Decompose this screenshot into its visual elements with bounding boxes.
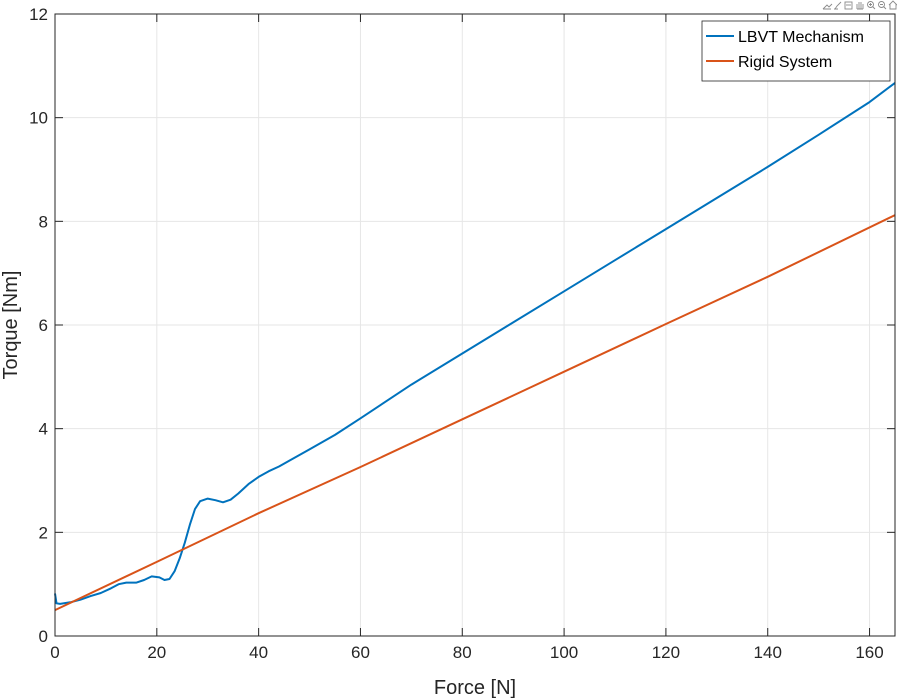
series-line-rigid-system <box>54 214 896 612</box>
x-axis-label: Force [N] <box>434 677 516 699</box>
x-tick-label: 100 <box>550 643 578 662</box>
y-tick-label: 8 <box>39 212 48 231</box>
x-tick-label: 80 <box>453 643 472 662</box>
x-tick-label: 40 <box>249 643 268 662</box>
x-tick-label: 140 <box>754 643 782 662</box>
x-tick-label: 160 <box>855 643 883 662</box>
axes-toolbar[interactable] <box>822 0 897 10</box>
legend-box <box>701 20 891 82</box>
home-icon[interactable] <box>888 0 897 10</box>
datatip-icon[interactable] <box>844 1 853 10</box>
y-tick-label: 12 <box>29 5 48 24</box>
y-axis-label: Torque [Nm] <box>0 271 22 380</box>
y-tick-label: 6 <box>39 316 48 335</box>
x-tick-label: 60 <box>351 643 370 662</box>
x-tick-label: 0 <box>50 643 59 662</box>
plot-area: 0 20 40 60 80 100 120 140 160 0 2 4 6 8 10 12 <box>29 5 896 662</box>
y-tick-label: 10 <box>29 109 48 128</box>
legend[interactable]: LBVT Mechanism Rigid System <box>701 20 891 82</box>
x-tick-label: 20 <box>147 643 166 662</box>
y-tick-label: 4 <box>39 420 48 439</box>
series-line-lbvt-mechanism <box>54 82 896 605</box>
brush-icon[interactable] <box>834 1 842 10</box>
export-icon[interactable] <box>822 3 833 10</box>
y-tick-label: 2 <box>39 523 48 542</box>
y-tick-label: 0 <box>39 627 48 646</box>
pan-icon[interactable] <box>856 2 864 10</box>
legend-label: LBVT Mechanism <box>738 29 864 46</box>
x-tick-label: 120 <box>652 643 680 662</box>
legend-label: Rigid System <box>738 54 832 71</box>
zoom-in-icon[interactable] <box>867 1 876 10</box>
zoom-out-icon[interactable] <box>878 1 887 10</box>
